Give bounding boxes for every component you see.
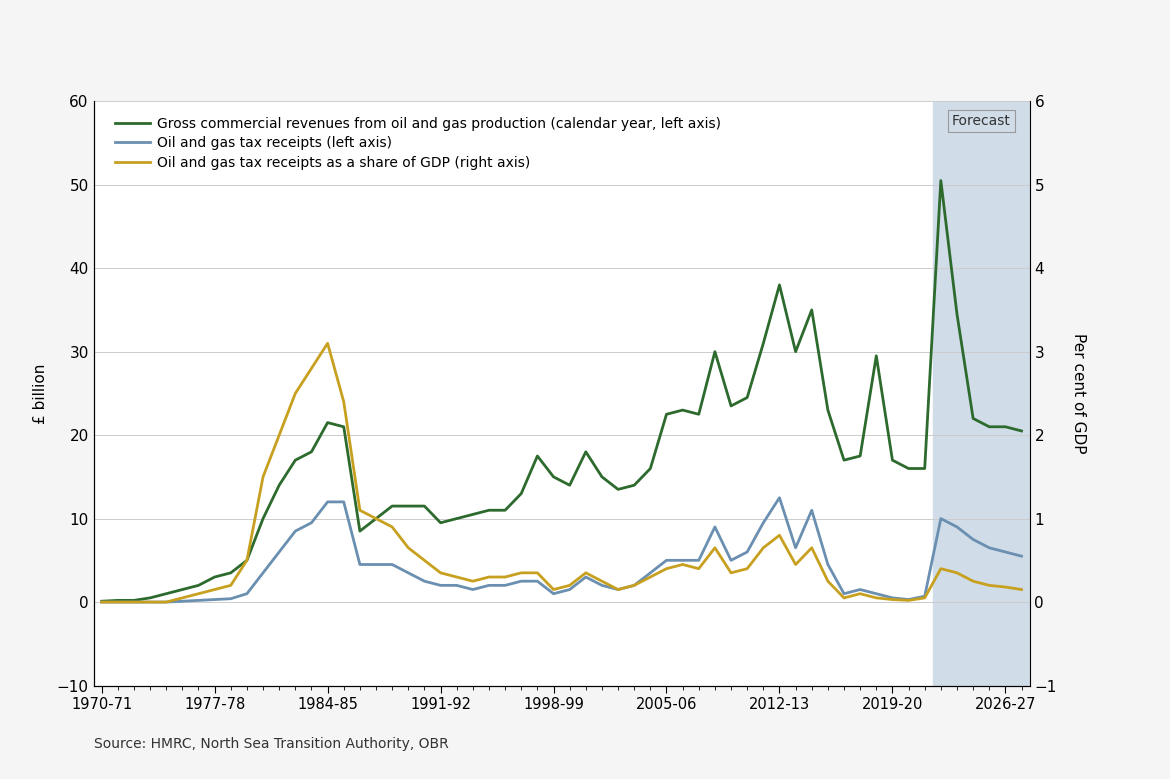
Text: Source: HMRC, North Sea Transition Authority, OBR: Source: HMRC, North Sea Transition Autho…	[94, 737, 448, 751]
Y-axis label: £ billion: £ billion	[34, 363, 48, 424]
Y-axis label: Per cent of GDP: Per cent of GDP	[1071, 333, 1086, 453]
Bar	[932, 101, 1030, 686]
Legend: Gross commercial revenues from oil and gas production (calendar year, left axis): Gross commercial revenues from oil and g…	[110, 111, 727, 175]
Text: Forecast: Forecast	[951, 114, 1011, 128]
